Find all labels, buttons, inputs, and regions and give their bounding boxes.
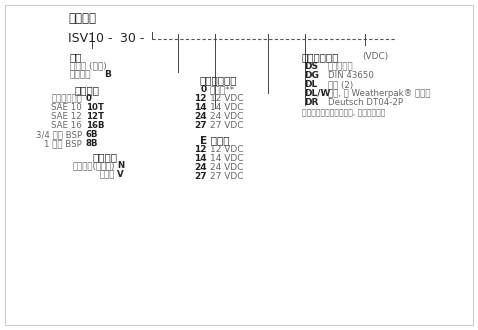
- Text: 阀块油口: 阀块油口: [75, 85, 100, 95]
- Text: 12T: 12T: [86, 112, 104, 121]
- Text: DL: DL: [304, 80, 317, 89]
- Text: SAE 10: SAE 10: [51, 103, 82, 112]
- Text: DS: DS: [304, 62, 318, 71]
- Text: 提供带内置二极管的线圈, 请咨询戴乐。: 提供带内置二极管的线圈, 请咨询戴乐。: [302, 108, 385, 117]
- Text: 14 VDC: 14 VDC: [210, 103, 243, 112]
- Text: 标准线圈电压: 标准线圈电压: [200, 75, 238, 85]
- Text: 27 VDC: 27 VDC: [210, 121, 243, 130]
- Text: 轻载型 (空白): 轻载型 (空白): [70, 61, 107, 70]
- Text: 24 VDC: 24 VDC: [210, 112, 243, 121]
- Text: 0: 0: [201, 85, 207, 94]
- Text: 导线 (2): 导线 (2): [328, 80, 353, 89]
- Text: 24 VDC: 24 VDC: [210, 163, 243, 172]
- Text: 0: 0: [86, 94, 92, 103]
- Text: SAE 12: SAE 12: [51, 112, 82, 121]
- Text: SAE 16: SAE 16: [51, 121, 82, 130]
- Text: 27: 27: [195, 172, 207, 181]
- Text: 3/4 英寸 BSP: 3/4 英寸 BSP: [36, 130, 82, 139]
- Text: 12: 12: [195, 145, 207, 154]
- Text: DG: DG: [304, 71, 319, 80]
- Text: 10T: 10T: [86, 103, 104, 112]
- Text: 订货型号: 订货型号: [68, 12, 96, 25]
- Text: 24: 24: [195, 163, 207, 172]
- Text: E 型线圈: E 型线圈: [200, 135, 229, 145]
- Text: 14: 14: [195, 103, 207, 112]
- Text: 27 VDC: 27 VDC: [210, 172, 243, 181]
- Text: 12 VDC: 12 VDC: [210, 145, 243, 154]
- Text: 16B: 16B: [86, 121, 105, 130]
- Text: 标准线圈终端: 标准线圈终端: [302, 52, 339, 62]
- Text: 无线圈**: 无线圈**: [210, 85, 235, 94]
- Text: 导线, 带 Weatherpak® 连接器: 导线, 带 Weatherpak® 连接器: [328, 89, 431, 98]
- Text: 30 -: 30 -: [120, 32, 144, 45]
- Text: DIN 43650: DIN 43650: [328, 71, 374, 80]
- Text: 只订购插装件: 只订购插装件: [51, 94, 82, 103]
- Text: (VDC): (VDC): [362, 52, 388, 61]
- Text: 氟橡胶: 氟橡胶: [99, 170, 115, 179]
- Text: 1 英寸 BSP: 1 英寸 BSP: [44, 139, 82, 148]
- Text: 6B: 6B: [86, 130, 98, 139]
- Text: 8B: 8B: [86, 139, 98, 148]
- Text: 密封材料: 密封材料: [93, 152, 118, 162]
- Text: 双扁形接头: 双扁形接头: [328, 62, 354, 71]
- Text: 14: 14: [195, 154, 207, 163]
- Text: 14 VDC: 14 VDC: [210, 154, 243, 163]
- Text: V: V: [117, 170, 124, 179]
- Text: 型式: 型式: [70, 52, 83, 62]
- Text: B: B: [104, 70, 111, 79]
- FancyBboxPatch shape: [5, 5, 473, 325]
- Text: 24: 24: [195, 112, 207, 121]
- Text: Deutsch DT04-2P: Deutsch DT04-2P: [328, 98, 403, 107]
- Text: N: N: [117, 161, 124, 170]
- Text: 12 VDC: 12 VDC: [210, 94, 243, 103]
- Text: ISV10 -: ISV10 -: [68, 32, 112, 45]
- Text: 12: 12: [195, 94, 207, 103]
- Text: DR: DR: [304, 98, 318, 107]
- Text: 高性能型: 高性能型: [70, 70, 91, 79]
- Text: DL/W: DL/W: [304, 89, 330, 98]
- Text: 27: 27: [195, 121, 207, 130]
- Text: 丁腈橡胶(标准型): 丁腈橡胶(标准型): [73, 161, 115, 170]
